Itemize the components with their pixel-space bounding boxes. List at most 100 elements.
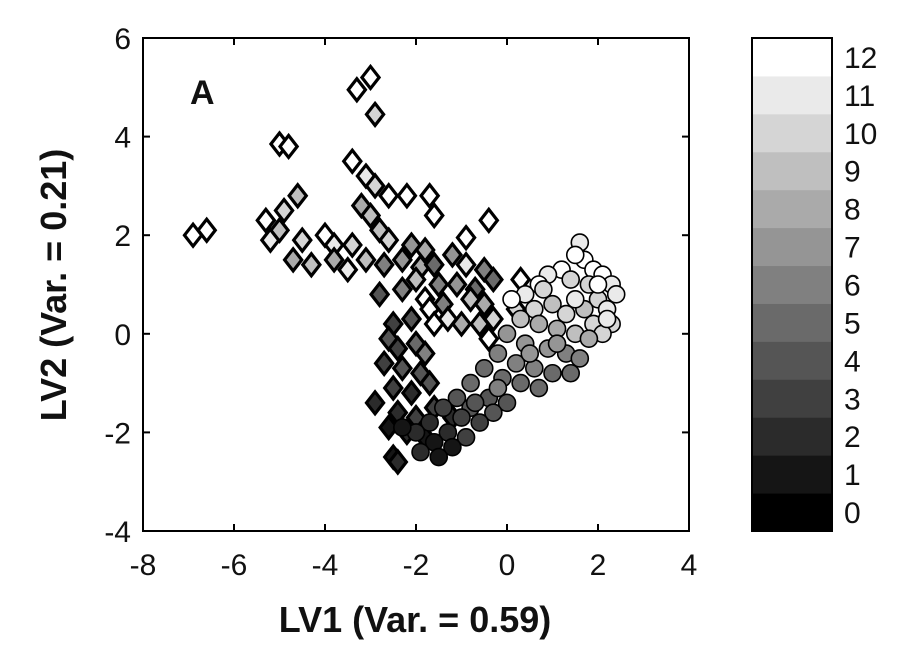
colorbar-tick-label: 3 <box>844 383 861 416</box>
diamond-point <box>419 369 441 397</box>
colorbar-tick-label: 12 <box>844 42 877 75</box>
circle-point <box>461 373 480 393</box>
diamond-point <box>364 172 386 200</box>
y-tick-label: 4 <box>114 122 131 155</box>
colorbar-band <box>752 227 832 267</box>
diamond-point <box>359 63 382 92</box>
diamond-point <box>396 182 418 210</box>
colorbar-band <box>752 113 832 153</box>
colorbar-band <box>752 151 832 191</box>
colorbar-tick-label: 4 <box>844 345 861 378</box>
diamond-point <box>473 290 495 318</box>
diamond-point <box>355 246 377 274</box>
colorbar-tick-label: 2 <box>844 421 861 454</box>
colorbar-tick-label: 5 <box>844 307 861 340</box>
diamond-point <box>273 196 295 225</box>
colorbar-band <box>752 265 832 304</box>
circle-point <box>433 398 453 418</box>
data-points <box>182 63 626 476</box>
diamond-point <box>291 226 313 254</box>
circle-point <box>520 344 540 363</box>
circle-point <box>420 413 439 432</box>
circle-point <box>588 275 608 294</box>
diamond-point <box>341 231 363 259</box>
diamond-point <box>373 349 395 377</box>
circle-point <box>497 324 517 344</box>
diamond-point <box>455 224 477 252</box>
x-tick-label: 0 <box>499 549 516 582</box>
circle-point <box>411 442 430 462</box>
circle-point <box>565 289 585 309</box>
circle-point <box>556 304 576 324</box>
circle-point <box>543 363 562 383</box>
x-tick-label: 2 <box>590 549 607 582</box>
diamond-point <box>391 246 413 274</box>
circle-point <box>547 334 567 353</box>
circle-point <box>465 393 485 413</box>
colorbar-band <box>752 455 832 494</box>
circle-point <box>511 309 530 329</box>
y-tick-label: 0 <box>114 319 131 352</box>
diamond-point <box>300 251 322 279</box>
diamond-point <box>391 275 413 304</box>
circle-point <box>393 418 412 437</box>
x-tick-label: -2 <box>403 549 430 582</box>
diamond-point <box>337 256 359 284</box>
circle-point <box>597 309 617 329</box>
colorbar-band <box>752 75 832 115</box>
circle-point <box>606 285 626 304</box>
diamond-point <box>446 270 468 299</box>
y-tick-label: -2 <box>104 417 131 450</box>
diamond-point <box>419 182 441 210</box>
panel-label: A <box>190 74 215 112</box>
diamond-point <box>368 280 391 308</box>
circle-point <box>484 403 503 422</box>
circle-point <box>488 344 508 363</box>
colorbar-tick-label: 0 <box>844 497 861 530</box>
diamond-point <box>359 201 382 230</box>
circle-point <box>511 373 530 393</box>
circle-point <box>443 437 462 457</box>
diamond-point <box>378 182 400 210</box>
colorbar-band <box>752 493 832 532</box>
diamond-point <box>400 379 423 407</box>
x-tick-label: -6 <box>221 549 248 582</box>
diamond-point <box>341 147 363 175</box>
diamond-point <box>400 305 423 333</box>
diamond-point <box>387 448 409 476</box>
circle-point <box>561 270 581 289</box>
diamond-point <box>282 246 304 274</box>
diamond-point <box>482 305 504 333</box>
colorbar-band <box>752 379 832 418</box>
circle-point <box>565 245 585 265</box>
diamond-point <box>405 265 427 294</box>
diamond-point <box>387 334 409 363</box>
diamond-point <box>423 251 445 279</box>
circle-point <box>529 314 549 334</box>
colorbar-tick-label: 8 <box>844 194 861 227</box>
diamond-point <box>482 265 504 294</box>
colorbar-band <box>752 189 832 229</box>
diamond-point <box>450 310 473 338</box>
diamond-point <box>428 270 450 299</box>
colorbar-band <box>752 38 832 77</box>
circle-point <box>447 388 467 408</box>
circle-point <box>488 378 508 398</box>
colorbar-frame <box>751 37 833 532</box>
x-axis-title: LV1 (Var. = 0.59) <box>279 599 552 640</box>
diamond-point <box>382 374 404 402</box>
circle-point <box>534 280 553 299</box>
circle-point <box>561 363 581 383</box>
x-tick-label: -8 <box>130 549 157 582</box>
diamond-point <box>346 76 368 104</box>
colorbar-band <box>752 341 832 380</box>
circle-point <box>474 359 494 378</box>
colorbar-band <box>752 303 832 342</box>
diamond-point <box>277 132 300 161</box>
colorbar-tick-label: 6 <box>844 270 861 303</box>
x-tick-label: 4 <box>681 549 698 582</box>
diamond-point <box>323 246 345 274</box>
y-tick-label: -4 <box>104 516 131 549</box>
diamond-point <box>478 206 500 235</box>
diamond-point <box>441 241 464 269</box>
